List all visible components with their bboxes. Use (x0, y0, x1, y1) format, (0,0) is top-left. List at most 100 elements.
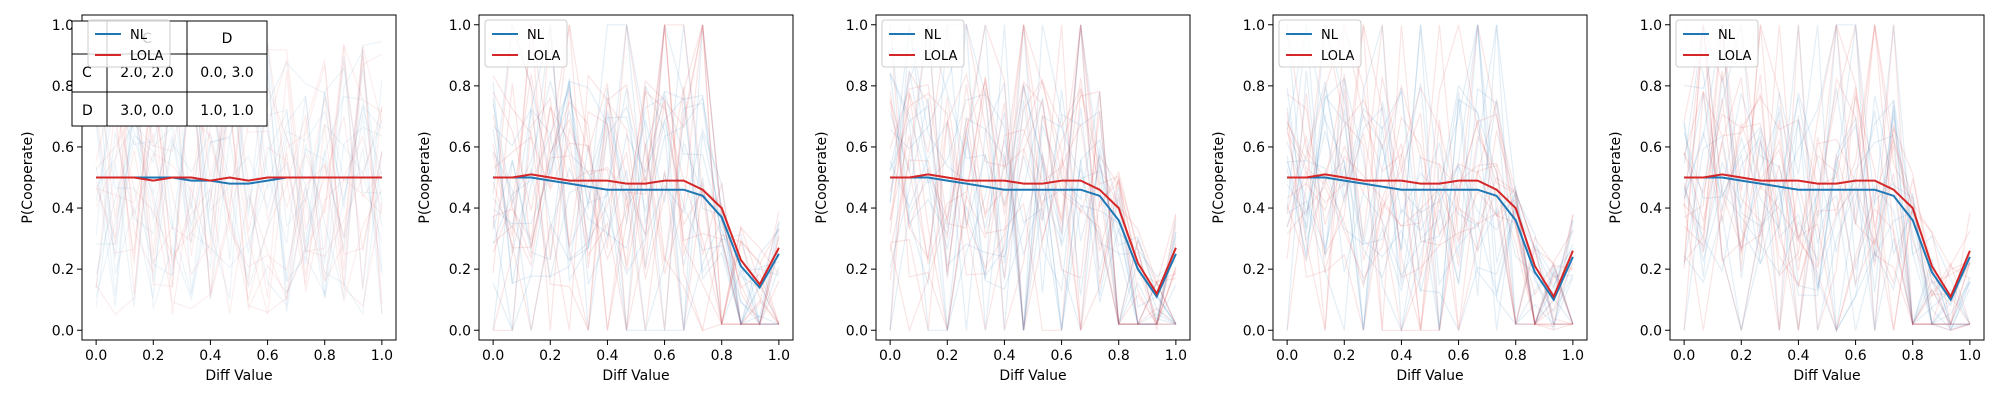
run-line-lola (492, 24, 780, 331)
run-line-lola (492, 24, 780, 331)
x-tick-label: 0.8 (1902, 348, 1924, 364)
y-tick-label: 0.2 (1640, 262, 1662, 278)
x-tick-label: 0.6 (653, 348, 675, 364)
run-line-lola (95, 77, 383, 312)
run-line-nl (1286, 77, 1574, 333)
run-line-nl (492, 24, 780, 331)
series-line-lola (890, 173, 1177, 296)
run-line-nl (889, 24, 1177, 331)
run-line-nl (1286, 24, 1574, 331)
axes-frame (81, 14, 397, 341)
run-line-lola (1286, 24, 1574, 331)
run-line-nl (1286, 24, 1573, 331)
legend: NL LOLA (881, 19, 965, 68)
chart-panel-4: 0.0 0.2 0.4 0.6 0.8 1.0 0.0 0.2 0.4 0.6 0.8 1.0 Diff… (1211, 14, 1588, 384)
run-line-nl (1684, 24, 1971, 331)
x-tick-label: 1.0 (768, 348, 790, 364)
run-line-nl (1286, 24, 1574, 331)
x-tick-label: 0.6 (256, 348, 278, 364)
run-line-lola (889, 24, 1176, 325)
legend-label-lola: LOLA (527, 49, 561, 64)
x-tick-label: 0.8 (1108, 348, 1130, 364)
run-line-nl (1683, 24, 1971, 327)
run-line-lola (492, 87, 780, 332)
y-axis-label: P(Cooperate) (20, 131, 36, 223)
x-axis-label: Diff Value (205, 368, 272, 384)
legend-label-lola: LOLA (1718, 49, 1752, 64)
run-line-lola (1286, 112, 1573, 331)
y-tick-label: 0.6 (52, 140, 74, 156)
y-axis-label: P(Cooperate) (1608, 131, 1624, 223)
legend-label-nl: NL (924, 28, 942, 43)
run-line-nl (95, 66, 383, 308)
run-line-lola (95, 53, 383, 314)
run-line-nl (96, 82, 383, 282)
series-line-lola (1684, 173, 1971, 299)
payoff-cell (186, 20, 268, 55)
run-line-nl (1683, 24, 1970, 328)
chart-panel-3: 0.0 0.2 0.4 0.6 0.8 1.0 0.0 0.2 0.4 0.6 0.8 1.0 Diff… (814, 14, 1191, 384)
legend-label-lola: LOLA (130, 49, 164, 64)
payoff-cell (186, 53, 268, 93)
run-line-lola (890, 24, 1177, 331)
run-line-lola (1683, 24, 1971, 331)
run-line-lola (1683, 24, 1971, 331)
run-line-nl (95, 40, 383, 298)
run-line-lola (1683, 24, 1971, 298)
run-line-lola (1286, 86, 1573, 325)
x-tick-label: 0.2 (539, 348, 561, 364)
payoff-table: CDC2.0, 2.00.0, 3.0D3.0, 0.01.0, 1.0 (71, 20, 268, 127)
y-tick-label: 0.0 (52, 323, 74, 339)
x-tick-label: 0.8 (711, 348, 733, 364)
run-line-nl (889, 22, 1177, 331)
x-axis-label: Diff Value (1793, 368, 1860, 384)
run-line-nl (492, 83, 780, 331)
run-line-nl (492, 81, 780, 331)
y-tick-label: 0.6 (1640, 140, 1662, 156)
run-line-nl (492, 24, 779, 325)
run-line-nl (889, 24, 1176, 331)
legend: NL LOLA (1278, 19, 1362, 68)
series-line-nl (1684, 176, 1971, 302)
run-line-nl (95, 44, 383, 309)
run-line-lola (1683, 24, 1971, 331)
series-line-lola (493, 173, 780, 287)
run-line-lola (492, 24, 779, 331)
run-line-lola (889, 24, 1177, 331)
run-line-lola (889, 83, 1177, 331)
run-line-lola (1286, 84, 1574, 325)
run-line-lola (95, 46, 383, 271)
x-tick-label: 0.4 (993, 348, 1015, 364)
run-line-lola (95, 49, 383, 315)
y-tick-label: 1.0 (1243, 18, 1265, 34)
y-tick-label: 1.0 (449, 18, 471, 34)
y-tick-label: 0.2 (1243, 262, 1265, 278)
x-tick-label: 0.0 (85, 348, 107, 364)
run-line-nl (1286, 84, 1574, 295)
y-tick-label: 0.8 (846, 79, 868, 95)
run-line-lola (492, 24, 780, 333)
x-tick-label: 0.4 (1390, 348, 1412, 364)
y-tick-label: 1.0 (846, 18, 868, 34)
run-line-lola (1683, 24, 1971, 331)
legend-label-nl: NL (130, 28, 148, 43)
x-tick-label: 0.6 (1447, 348, 1469, 364)
run-line-nl (1286, 24, 1574, 325)
run-line-lola (889, 76, 1177, 331)
y-axis-label: P(Cooperate) (814, 131, 830, 223)
run-line-lola (889, 24, 1177, 331)
run-line-nl (889, 24, 1177, 331)
run-line-nl (889, 24, 1177, 325)
y-tick-label: 0.4 (846, 201, 868, 217)
run-line-nl (492, 90, 780, 331)
y-tick-label: 0.4 (1243, 201, 1265, 217)
x-tick-label: 1.0 (1959, 348, 1981, 364)
run-line-lola (95, 59, 383, 310)
chart-panel-2: 0.0 0.2 0.4 0.6 0.8 1.0 0.0 0.2 0.4 0.6 0.8 1.0 Diff… (417, 14, 794, 384)
x-tick-label: 0.0 (482, 348, 504, 364)
run-line-lola (889, 24, 1177, 331)
x-axis-label: Diff Value (602, 368, 669, 384)
payoff-row-label: D (82, 103, 93, 119)
run-line-lola (492, 24, 780, 331)
legend-label-nl: NL (1321, 28, 1339, 43)
